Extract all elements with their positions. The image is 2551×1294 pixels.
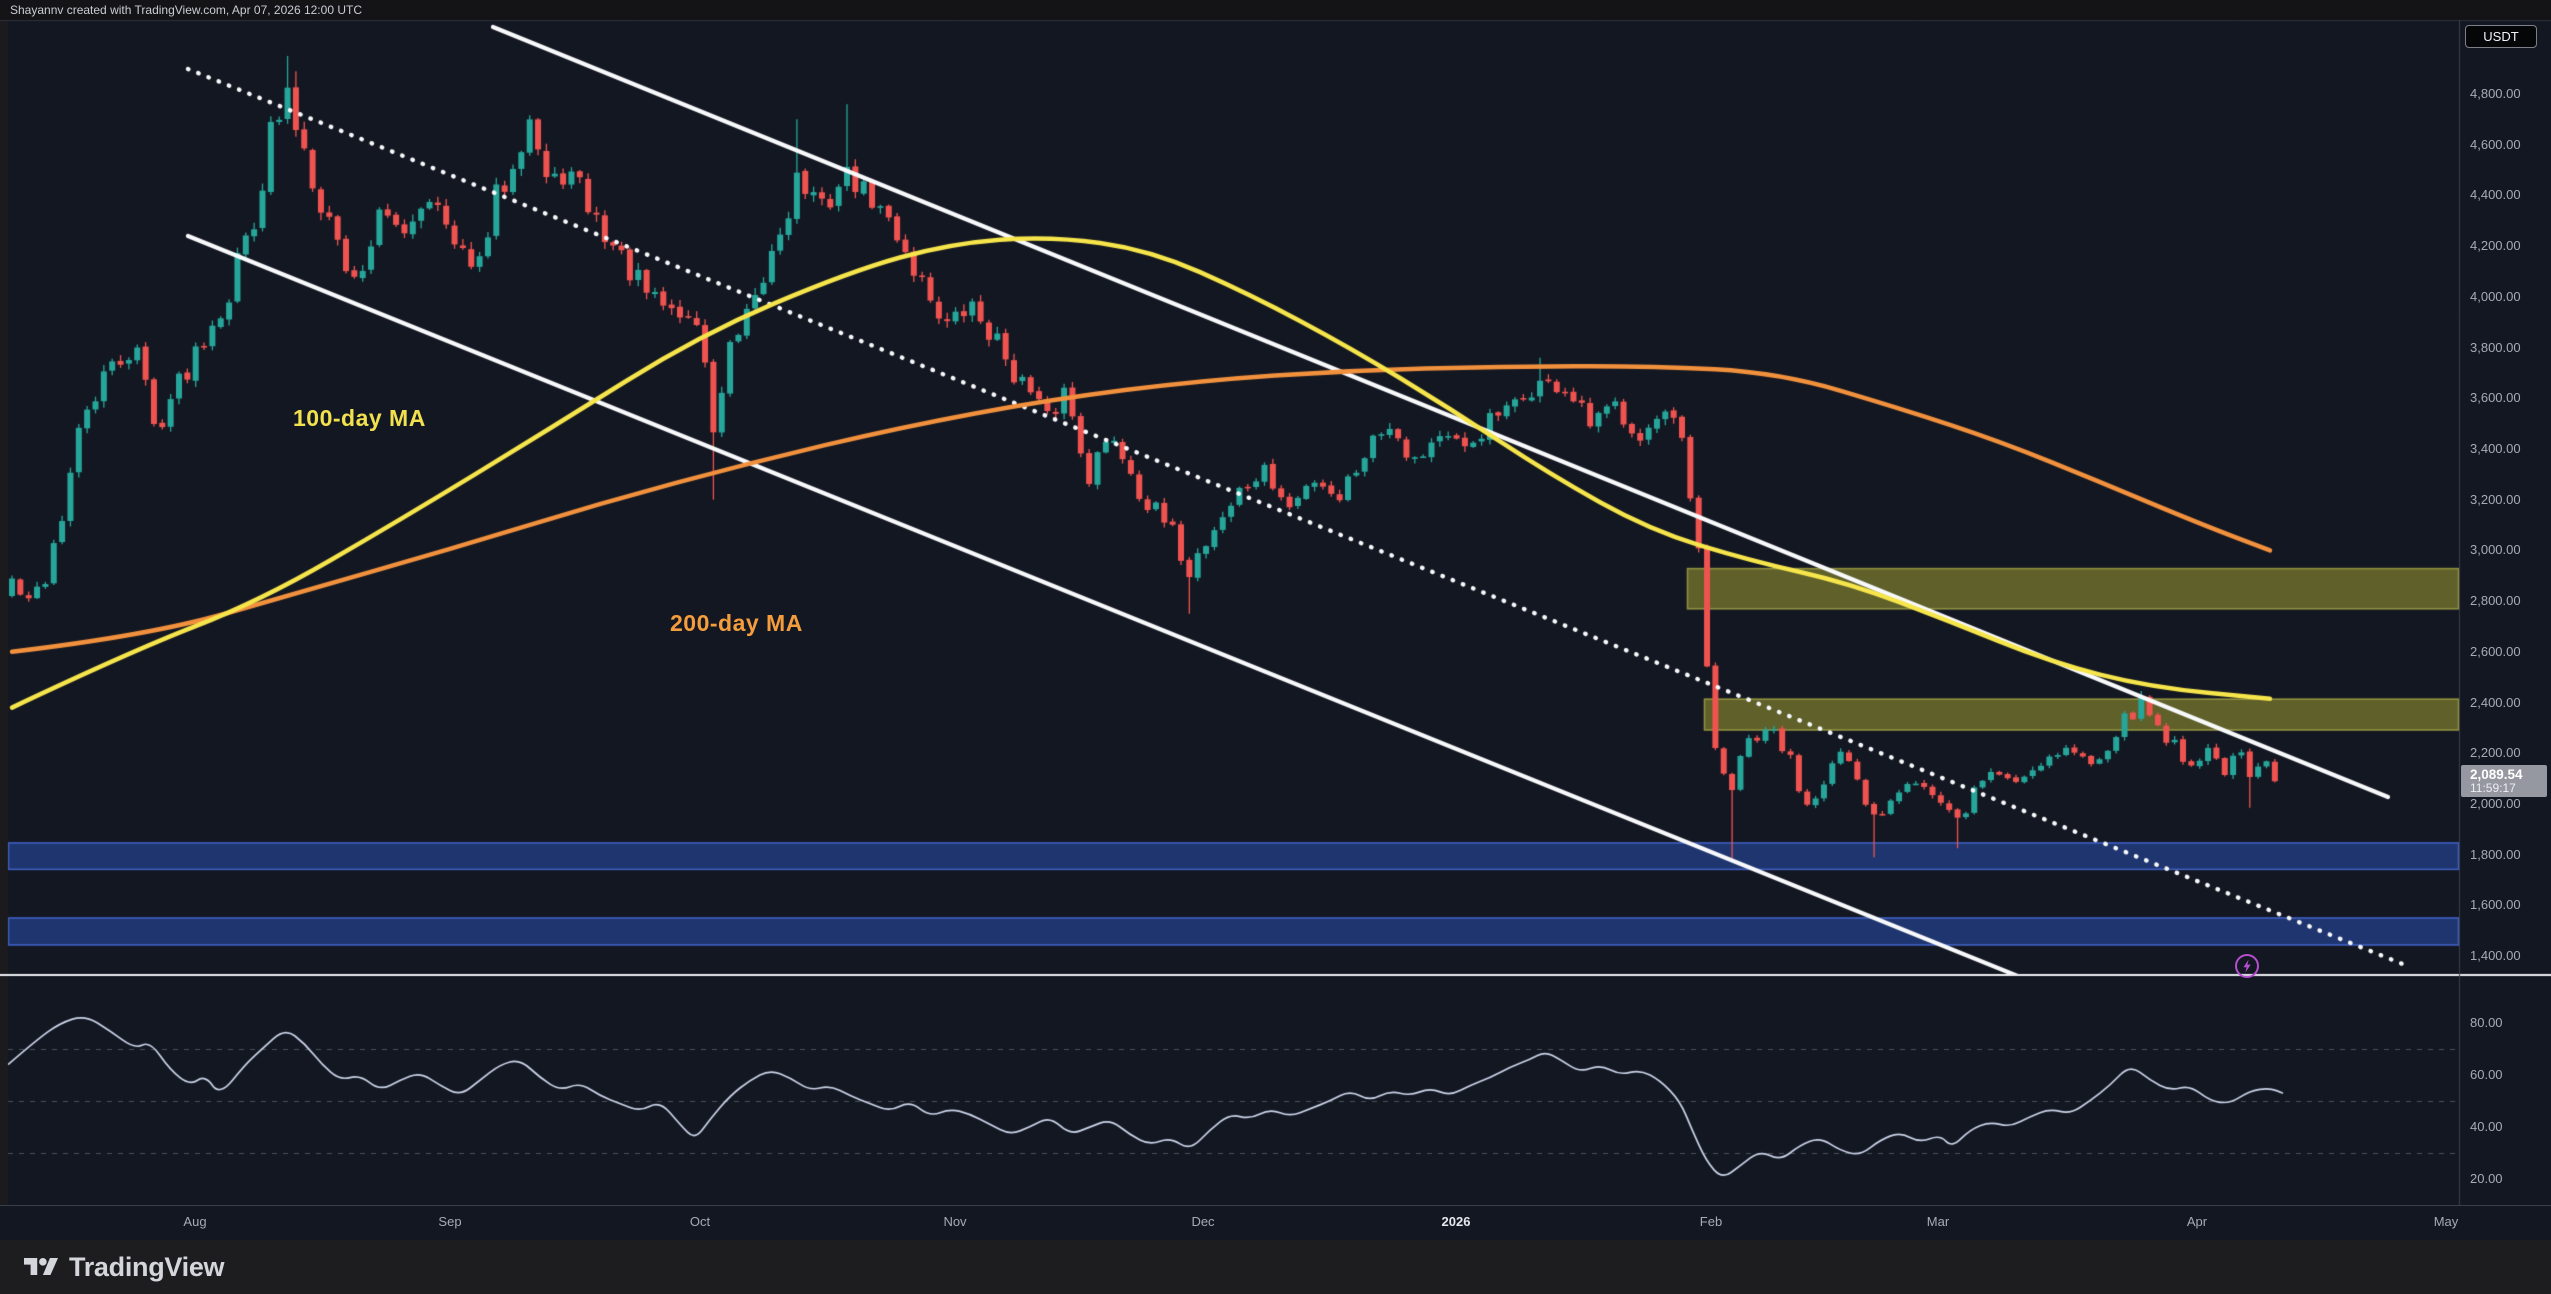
price-tick-label: 4,200.00 — [2470, 238, 2521, 254]
price-tick-label: 2,400.00 — [2470, 694, 2521, 710]
price-tick-label: 3,200.00 — [2470, 491, 2521, 507]
attribution-bar: Shayannv created with TradingView.com, A… — [0, 0, 2551, 20]
rsi-tick-label: 40.00 — [2470, 1119, 2503, 1134]
price-tick-label: 3,400.00 — [2470, 440, 2521, 456]
price-tick-label: 1,800.00 — [2470, 846, 2521, 862]
time-axis-label: Nov — [943, 1214, 967, 1229]
price-tick-label: 2,200.00 — [2470, 745, 2521, 761]
rsi-tick-label: 60.00 — [2470, 1067, 2503, 1082]
price-tick-label: 3,800.00 — [2470, 339, 2521, 355]
tradingview-logo-icon[interactable] — [24, 1254, 58, 1281]
time-axis-label: Dec — [1191, 1214, 1215, 1229]
time-axis-label: Apr — [2186, 1214, 2208, 1229]
time-axis-label: 2026 — [1441, 1214, 1471, 1229]
time-axis-label: Aug — [183, 1214, 207, 1229]
rsi-tick-label: 80.00 — [2470, 1015, 2503, 1030]
price-tick-label: 3,600.00 — [2470, 390, 2521, 406]
price-tick-label: 1,400.00 — [2470, 948, 2521, 964]
last-price-badge: 2,089.54 11:59:17 — [2461, 765, 2547, 798]
ma100-label: 100-day MA — [293, 405, 426, 431]
currency-badge: USDT — [2465, 25, 2537, 48]
price-tick-label: 2,600.00 — [2470, 643, 2521, 659]
price-tick-label: 4,800.00 — [2470, 86, 2521, 101]
price-tick-label: 2,800.00 — [2470, 593, 2521, 609]
time-axis-label: Sep — [438, 1214, 462, 1229]
rsi-tick-label: 20.00 — [2470, 1171, 2503, 1186]
time-axis-label: Oct — [689, 1214, 711, 1229]
footer-bar: TradingView — [0, 1240, 2551, 1294]
price-tick-label: 4,000.00 — [2470, 288, 2521, 304]
chart-area: 100-day MA 200-day MA USDT 4,800.00 4,600… — [0, 20, 2551, 1241]
price-chart-canvas[interactable] — [0, 20, 2551, 1205]
flash-icon[interactable] — [2234, 953, 2260, 979]
price-tick-label: 3,000.00 — [2470, 542, 2521, 558]
price-tick-label: 2,000.00 — [2470, 795, 2521, 811]
time-axis[interactable]: Aug Sep Oct Nov Dec 2026 Feb Mar Apr May — [0, 1205, 2551, 1241]
time-axis-label: Mar — [1926, 1214, 1950, 1229]
price-tick-label: 4,400.00 — [2470, 187, 2521, 203]
brand-name: TradingView — [69, 1251, 225, 1282]
last-price-value: 2,089.54 — [2470, 767, 2523, 783]
ma200-label: 200-day MA — [670, 610, 803, 636]
price-axis[interactable]: USDT 4,800.00 4,600.00 4,400.00 4,200.00 4,0… — [2459, 20, 2551, 1205]
price-tick-label: 4,600.00 — [2470, 136, 2521, 152]
time-axis-label: Feb — [1699, 1214, 1723, 1229]
attribution-text: Shayannv created with TradingView.com, A… — [10, 3, 362, 17]
bar-countdown: 11:59:17 — [2470, 781, 2516, 796]
price-tick-label: 1,600.00 — [2470, 897, 2521, 913]
time-axis-label: May — [2433, 1214, 2459, 1229]
